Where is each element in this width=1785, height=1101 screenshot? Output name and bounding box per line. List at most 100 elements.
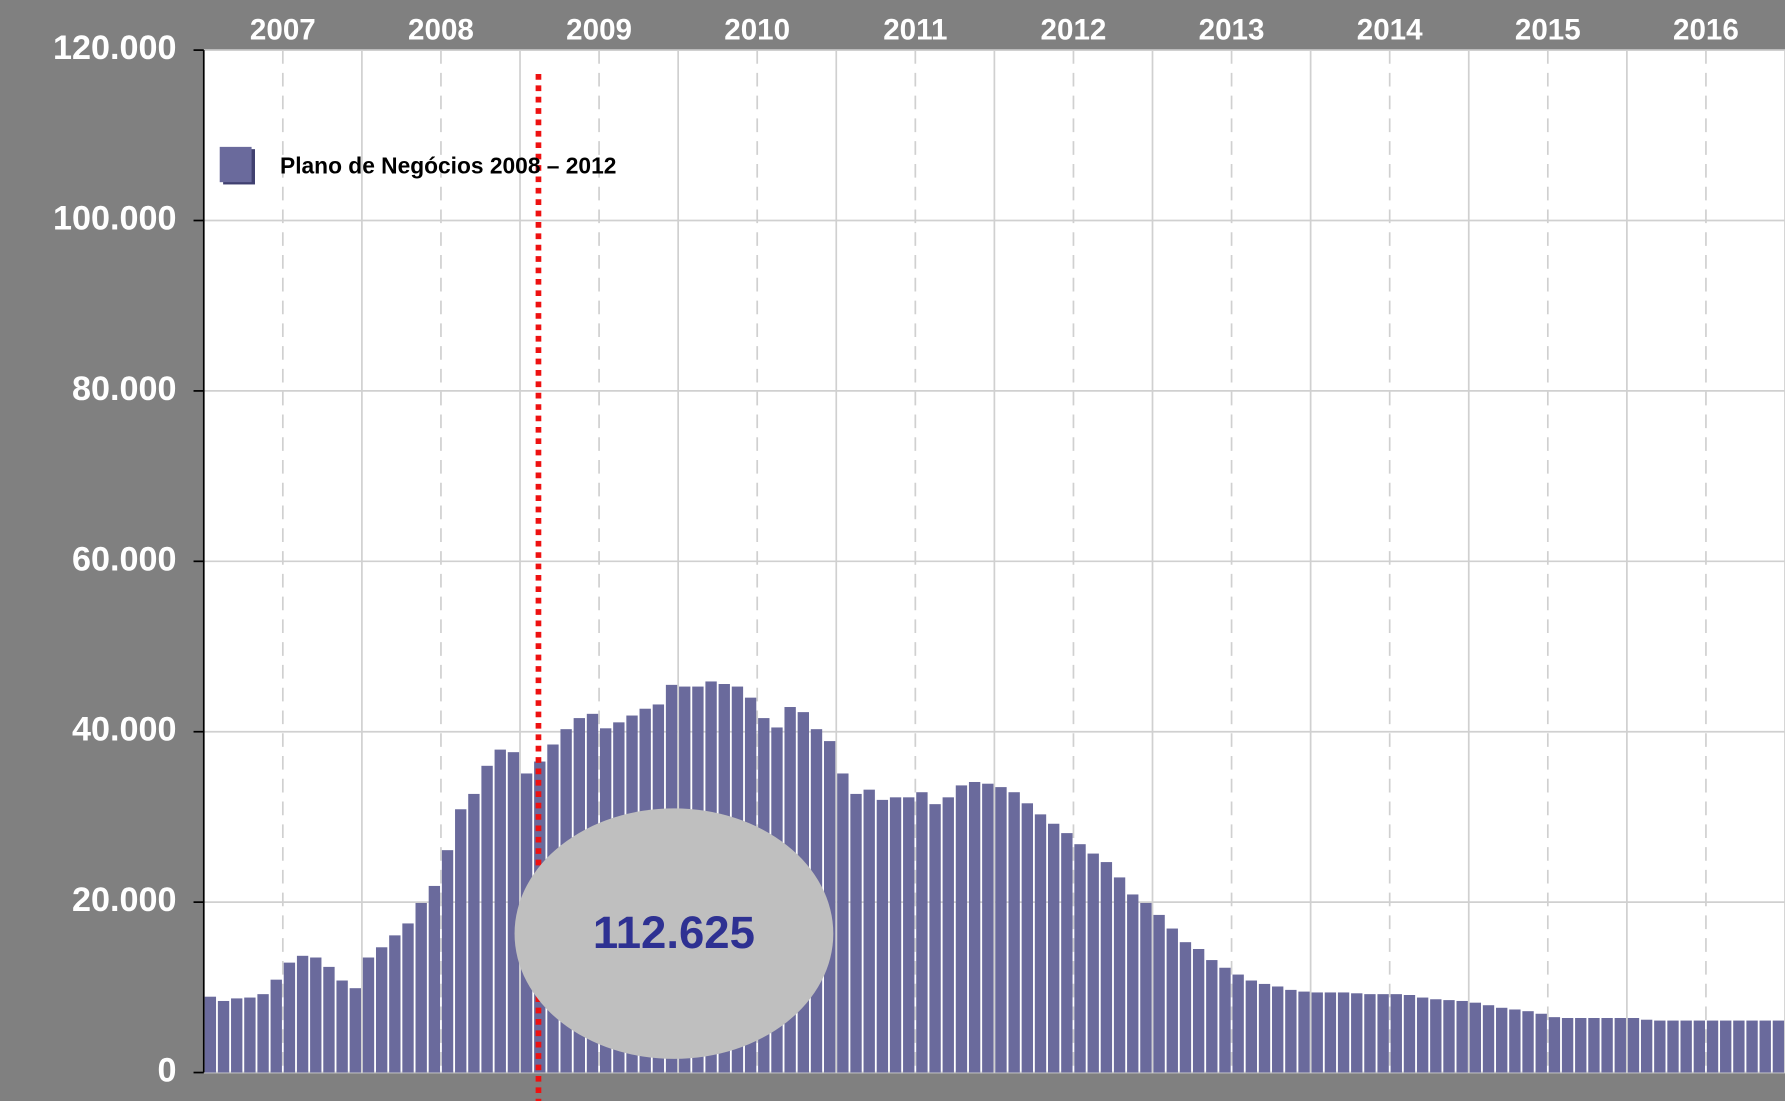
bar	[1469, 1002, 1482, 1073]
legend-label: Plano de Negócios 2008 – 2012	[280, 152, 616, 178]
bar	[1746, 1020, 1758, 1073]
bar	[1561, 1018, 1574, 1073]
bar	[876, 799, 889, 1073]
x-tick-label: 2012	[1041, 14, 1107, 47]
bar	[283, 962, 296, 1073]
bar	[1575, 1018, 1587, 1073]
annotation-bubble	[514, 808, 834, 1059]
bar	[1192, 948, 1205, 1073]
y-tick-label: 0	[157, 1052, 176, 1090]
bar	[494, 749, 506, 1073]
bar	[1693, 1020, 1706, 1073]
bar	[481, 765, 493, 1073]
bar	[1522, 1011, 1534, 1073]
bar	[1430, 999, 1442, 1073]
bar	[889, 797, 902, 1073]
bar	[982, 783, 994, 1073]
bar	[1654, 1020, 1666, 1073]
bar	[1337, 992, 1350, 1073]
bar	[270, 979, 282, 1073]
bar	[1390, 994, 1402, 1073]
bar	[1324, 992, 1337, 1073]
bar	[968, 781, 981, 1073]
bar	[1021, 803, 1034, 1073]
annotation: 112.625	[593, 907, 755, 958]
bar	[349, 988, 361, 1073]
bar	[1140, 902, 1152, 1073]
x-tick-label: 2007	[250, 14, 316, 47]
bar	[389, 935, 401, 1073]
legend-swatch	[219, 146, 252, 183]
bar	[310, 957, 322, 1073]
bar	[1614, 1018, 1626, 1073]
bar	[1456, 1000, 1468, 1073]
bar	[231, 998, 243, 1073]
x-tick-label: 2011	[883, 14, 947, 47]
bar	[428, 885, 441, 1073]
bar	[1298, 991, 1310, 1073]
bar	[995, 787, 1007, 1073]
bar	[1008, 792, 1020, 1073]
bar	[1720, 1020, 1732, 1073]
bar	[362, 957, 375, 1073]
bar	[441, 850, 454, 1073]
bar	[1245, 980, 1258, 1073]
bar	[1127, 894, 1139, 1073]
bar	[204, 996, 217, 1073]
x-tick-label: 2016	[1673, 14, 1739, 47]
bar	[507, 752, 520, 1073]
bar	[1509, 1009, 1521, 1073]
bar	[1311, 992, 1323, 1073]
x-tick-label: 2009	[566, 14, 632, 47]
x-tick-label: 2015	[1515, 14, 1581, 47]
bar	[1034, 814, 1047, 1073]
bar	[929, 804, 941, 1073]
bar	[863, 789, 875, 1073]
bar	[217, 1000, 230, 1073]
x-tick-label: 2013	[1199, 14, 1265, 47]
bar	[1377, 994, 1389, 1073]
bar	[1640, 1019, 1653, 1073]
bar	[336, 980, 348, 1073]
bar	[1496, 1007, 1508, 1073]
bar	[244, 997, 256, 1073]
x-tick-label: 2010	[724, 14, 790, 47]
x-tick-label: 2008	[408, 14, 474, 47]
bar	[1548, 1017, 1561, 1073]
bar	[1206, 960, 1218, 1073]
bar	[1100, 862, 1113, 1073]
bar	[1048, 823, 1060, 1073]
bar	[1733, 1020, 1745, 1073]
bar	[1351, 993, 1363, 1073]
bar	[1061, 833, 1073, 1073]
bar	[823, 741, 836, 1073]
bar	[1588, 1018, 1600, 1073]
bar	[1403, 995, 1416, 1073]
y-tick-label: 60.000	[72, 540, 176, 578]
bar	[1166, 928, 1178, 1073]
y-tick-label: 120.000	[53, 29, 176, 67]
y-tick-label: 80.000	[72, 370, 176, 408]
bar	[1443, 1000, 1455, 1073]
bar	[296, 955, 309, 1073]
bar	[1706, 1020, 1719, 1073]
bar	[1113, 877, 1126, 1073]
bar	[1074, 844, 1086, 1073]
bar	[1627, 1018, 1640, 1073]
bar	[415, 902, 427, 1073]
bar	[1667, 1020, 1679, 1073]
bar	[1153, 914, 1165, 1073]
grid	[203, 49, 1785, 1074]
bar	[1219, 967, 1231, 1073]
bar	[1285, 989, 1297, 1073]
bar	[375, 947, 388, 1073]
bar	[1759, 1020, 1771, 1073]
bar	[1535, 1013, 1547, 1073]
bar	[916, 792, 928, 1073]
bar	[1772, 1020, 1785, 1073]
bar	[1680, 1020, 1692, 1073]
bar	[1364, 994, 1376, 1073]
bar	[1232, 974, 1244, 1073]
bar	[850, 793, 862, 1073]
